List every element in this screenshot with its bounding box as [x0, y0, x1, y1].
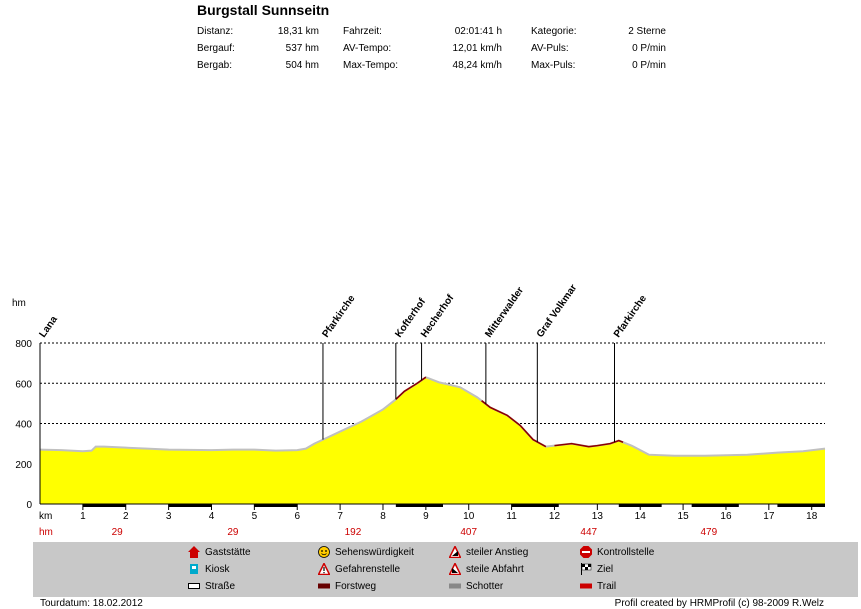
stop-icon	[580, 546, 592, 558]
smiley-icon	[318, 546, 330, 558]
hm-marker-label: 447	[580, 527, 597, 538]
hm-marker-label: 479	[700, 527, 717, 538]
surface-segment	[511, 504, 559, 507]
x-tick-label: 10	[463, 511, 475, 522]
hm-marker-label: 29	[112, 527, 124, 538]
stat-label-max-puls: Max-Puls:	[531, 60, 576, 71]
hm-marker-label: 192	[345, 527, 362, 538]
legend-item-gefahrenstelle: Gefahrenstelle	[317, 561, 400, 576]
x-tick-label: 7	[337, 511, 343, 522]
x-tick-label: 13	[592, 511, 604, 522]
steep-up-icon	[448, 544, 462, 559]
x-tick-label: 2	[123, 511, 129, 522]
x-tick-label: 12	[549, 511, 561, 522]
steep-down-icon	[448, 561, 462, 576]
trail-icon	[580, 580, 592, 592]
elevation-area	[40, 377, 825, 504]
legend-item-gaststaette: Gaststätte	[188, 546, 251, 558]
stat-value-fahrzeit: 02:01:41 h	[454, 26, 502, 37]
legend-item-steile-abfahrt: steile Abfahrt	[448, 561, 524, 576]
stat-value-max-puls: 0 P/min	[632, 60, 666, 71]
legend-item-sehenswuerdigkeit: Sehenswürdigkeit	[318, 546, 414, 558]
stat-label-kategorie: Kategorie:	[531, 26, 577, 37]
x-tick-label: 9	[423, 511, 429, 522]
x-tick-label: 8	[380, 511, 386, 522]
legend-item-steiler-anstieg: steiler Anstieg	[448, 544, 528, 559]
forest-road-icon	[318, 580, 330, 592]
y-axis-label: hm	[12, 298, 26, 309]
x-tick-label: 14	[635, 511, 647, 522]
stat-value-max-tempo: 48,24 km/h	[452, 60, 502, 71]
y-tick-label: 0	[26, 500, 32, 511]
finish-flag-icon	[580, 563, 592, 575]
stat-label-distanz: Distanz:	[197, 26, 234, 37]
road-icon	[188, 580, 200, 592]
x-tick-label: 1	[80, 511, 86, 522]
kiosk-icon	[188, 563, 200, 575]
legend-item-kiosk: Kiosk	[188, 563, 229, 575]
surface-segment	[691, 504, 739, 507]
x-tick-label: 4	[209, 511, 215, 522]
stat-value-av-tempo: 12,01 km/h	[452, 43, 502, 54]
stat-label-av-tempo: AV-Tempo:	[343, 43, 392, 54]
stat-value-bergauf: 537 hm	[285, 43, 319, 54]
x-tick-label: 5	[252, 511, 258, 522]
x-tick-label: 16	[720, 511, 732, 522]
y-tick-label: 600	[15, 379, 32, 390]
surface-segment	[254, 504, 298, 507]
surface-segment	[82, 504, 126, 507]
x-tick-label: 18	[806, 511, 818, 522]
tour-title: Burgstall Sunnseitn	[197, 2, 330, 18]
stat-label-bergab: Bergab:	[197, 60, 233, 71]
waypoint-label: Lana	[37, 314, 60, 340]
x-axis-label: km	[39, 511, 52, 522]
stat-value-bergab: 504 hm	[285, 60, 319, 71]
y-tick-label: 200	[15, 460, 32, 471]
x-tick-label: 6	[294, 511, 300, 522]
hm-row-label: hm	[39, 527, 53, 538]
y-tick-label: 800	[15, 339, 32, 350]
steep-section-line	[554, 439, 624, 448]
stat-label-fahrzeit: Fahrzeit:	[343, 26, 382, 37]
stat-value-kategorie: 2 Sterne	[628, 26, 666, 37]
legend-item-trail: Trail	[580, 580, 616, 592]
house-icon	[188, 546, 200, 558]
waypoint-label: Pfarkirche	[320, 293, 357, 340]
stat-value-distanz: 18,31 km	[277, 26, 319, 37]
legend-item-forstweg: Forstweg	[318, 580, 376, 592]
warning-icon	[317, 561, 331, 576]
stat-value-av-puls: 0 P/min	[632, 43, 666, 54]
legend-item-kontrollstelle: Kontrollstelle	[580, 546, 654, 558]
surface-segment	[168, 504, 212, 507]
credit-text: Profil created by HRMProfil (c) 98-2009 …	[614, 598, 824, 609]
gravel-icon	[449, 580, 461, 592]
hm-marker-label: 29	[227, 527, 239, 538]
legend-item-ziel: Ziel	[580, 563, 613, 575]
tour-date: Tourdatum: 18.02.2012	[40, 598, 143, 609]
x-tick-label: 15	[678, 511, 690, 522]
steep-section-line	[481, 400, 547, 448]
y-tick-label: 400	[15, 420, 32, 431]
x-tick-label: 17	[763, 511, 775, 522]
surface-segment	[777, 504, 825, 507]
x-tick-label: 3	[166, 511, 172, 522]
waypoint-label: Pfarkirche	[612, 293, 649, 340]
legend-item-strasse: Straße	[188, 580, 235, 592]
legend-bar	[33, 542, 858, 597]
waypoint-label: Graf Volkmar	[535, 282, 580, 339]
hm-marker-label: 407	[460, 527, 477, 538]
waypoint-label: Hecherhof	[419, 292, 457, 339]
surface-segment	[395, 504, 444, 507]
legend-item-schotter: Schotter	[449, 580, 503, 592]
stat-label-max-tempo: Max-Tempo:	[343, 60, 399, 71]
x-tick-label: 11	[506, 511, 517, 522]
stat-label-bergauf: Bergauf:	[197, 43, 235, 54]
stat-label-av-puls: AV-Puls:	[531, 43, 569, 54]
waypoint-label: Mitterwalder	[483, 285, 526, 340]
